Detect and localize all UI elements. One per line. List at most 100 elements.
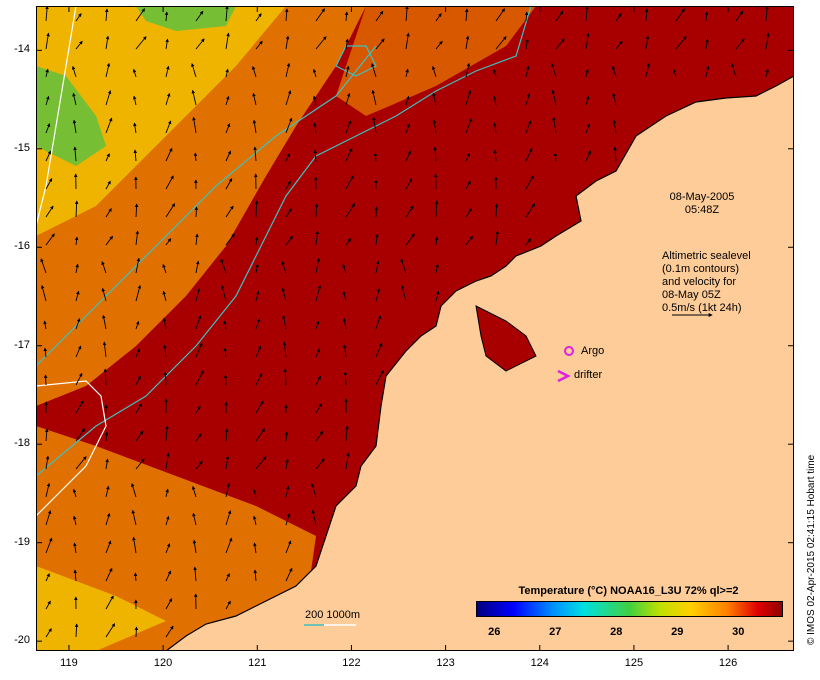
velocity-arrow (400, 284, 407, 302)
velocity-arrow (555, 38, 565, 50)
velocity-arrow (105, 540, 112, 554)
velocity-arrow (225, 6, 229, 22)
velocity-arrow (103, 368, 108, 386)
velocity-arrow (374, 206, 379, 218)
velocity-arrow (45, 150, 52, 162)
drifter-label: drifter (574, 369, 603, 381)
velocity-arrow (75, 372, 83, 386)
velocity-arrow (40, 284, 47, 302)
velocity-arrow (195, 342, 203, 358)
velocity-arrow (192, 116, 197, 134)
velocity-arrow (225, 233, 235, 246)
lat-tick-label: -20 (14, 634, 30, 647)
velocity-arrow (435, 13, 442, 22)
timestamp-note: 08-May-2005 05:48Z (662, 191, 742, 217)
velocity-arrow (315, 430, 324, 442)
velocity-arrow (134, 203, 139, 218)
velocity-arrow (281, 287, 287, 302)
velocity-arrow (105, 180, 111, 190)
velocity-arrow (75, 13, 82, 22)
velocity-arrow (254, 200, 259, 218)
velocity-arrow (75, 40, 83, 50)
altimetry-line: (0.1m contours) (662, 263, 740, 275)
velocity-arrow (223, 320, 227, 330)
velocity-arrow (195, 433, 202, 442)
argo-marker (564, 346, 574, 356)
velocity-arrow (255, 318, 261, 330)
sea-yellow-south (36, 566, 166, 651)
velocity-arrow (255, 40, 263, 50)
velocity-arrow (345, 65, 350, 78)
colorbar-tick-label: 28 (610, 626, 623, 638)
sea-cool-north (336, 6, 536, 116)
velocity-arrow (375, 38, 385, 50)
velocity-arrow (465, 208, 472, 218)
velocity-arrow (45, 95, 50, 106)
velocity-arrow (405, 95, 410, 106)
velocity-arrow (612, 119, 617, 134)
velocity-arrow (285, 567, 293, 582)
velocity-arrow (105, 90, 112, 106)
velocity-arrow (465, 153, 470, 162)
argo-label: Argo (581, 345, 605, 357)
velocity-arrow (163, 371, 168, 386)
velocity-arrow (585, 6, 589, 22)
velocity-arrow (315, 320, 320, 330)
velocity-arrow (405, 123, 411, 134)
velocity-arrow (102, 314, 107, 330)
velocity-arrow (104, 431, 109, 442)
lon-tick-label: 122 (342, 657, 361, 669)
velocity-arrow (225, 177, 233, 190)
velocity-arrow (285, 235, 293, 246)
altimetry-line: and velocity for (662, 276, 736, 288)
velocity-arrow (135, 375, 141, 386)
velocity-arrow (74, 623, 79, 638)
velocity-arrow (225, 537, 233, 554)
map-canvas (36, 6, 794, 651)
lon-tick-label: 125 (624, 657, 644, 669)
velocity-arrow (131, 483, 137, 498)
velocity-arrow (345, 238, 352, 246)
velocity-arrow (134, 626, 139, 638)
velocity-arrow (345, 203, 356, 218)
velocity-arrow (43, 374, 48, 386)
map-border (36, 6, 794, 651)
velocity-arrow (135, 348, 140, 358)
colorbar-tick-label: 30 (732, 626, 745, 638)
velocity-arrow (343, 371, 348, 386)
velocity-arrow (344, 11, 349, 22)
velocity-arrow (135, 403, 143, 414)
lon-tick-label: 121 (248, 657, 267, 669)
velocity-arrow (765, 6, 769, 22)
velocity-arrow (493, 149, 498, 162)
velocity-arrow (342, 290, 347, 302)
velocity-arrow (195, 287, 201, 302)
velocity-arrow (45, 510, 52, 526)
velocity-arrow (311, 483, 317, 498)
velocity-arrow (191, 89, 197, 106)
velocity-arrow (675, 8, 685, 22)
velocity-arrow (612, 92, 617, 106)
velocity-arrow (315, 36, 327, 50)
velocity-arrow (165, 570, 172, 582)
velocity-arrows (40, 6, 770, 638)
velocity-arrow (225, 68, 229, 78)
velocity-arrow (133, 149, 138, 162)
velocity-arrow (343, 344, 347, 358)
velocity-arrow (525, 38, 529, 50)
velocity-arrow (43, 320, 47, 330)
velocity-arrow (44, 428, 49, 442)
velocity-arrow (375, 10, 384, 22)
velocity-arrow (45, 123, 51, 134)
timestamp-date: 08-May-2005 (669, 191, 735, 203)
velocity-arrow (101, 261, 107, 274)
velocity-arrow (255, 290, 260, 302)
velocity-arrow (252, 515, 257, 526)
velocity-arrow (75, 263, 79, 274)
velocity-arrow (225, 600, 231, 610)
velocity-arrow (195, 10, 204, 22)
velocity-arrow (75, 345, 82, 358)
velocity-arrow (165, 515, 170, 526)
timestamp-time: 05:48Z (684, 204, 720, 216)
velocity-arrow (252, 488, 257, 498)
